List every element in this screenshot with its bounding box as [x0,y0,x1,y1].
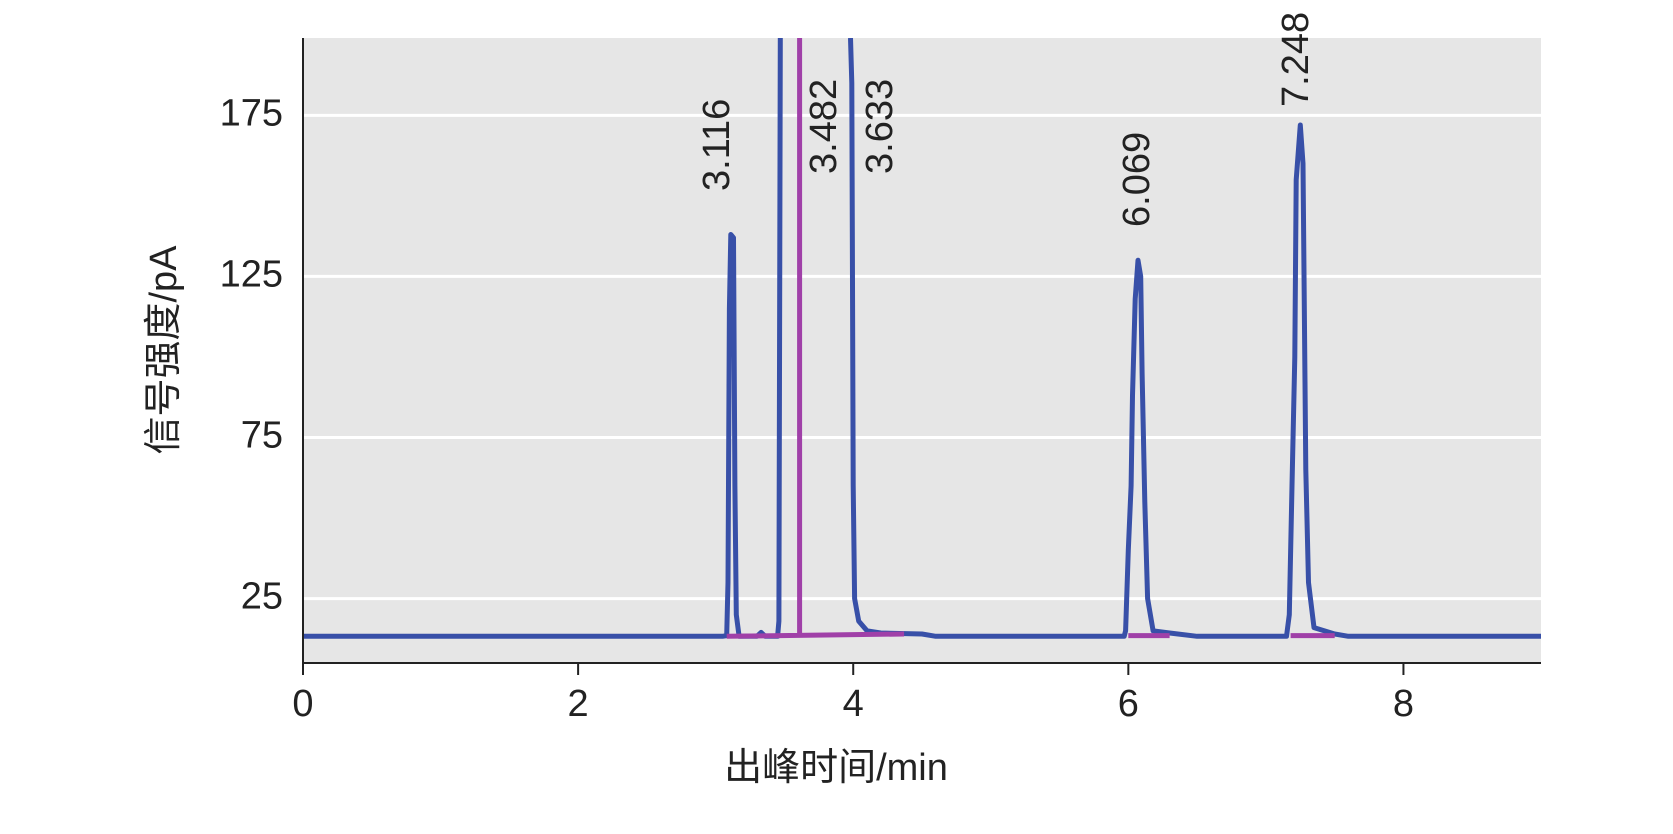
y-tick-label: 25 [241,576,283,618]
x-tick-label: 0 [292,683,313,725]
y-tick-label: 175 [220,92,283,134]
x-tick-label: 8 [1393,683,1414,725]
peak-label: 6.069 [1116,132,1158,227]
plot [303,38,1541,639]
y-tick-label: 125 [220,253,283,295]
series-line [726,38,1335,639]
x-axis-title: 出峰时间/min [724,747,948,789]
peak-label: 3.633 [859,79,901,174]
x-tick-label: 6 [1118,683,1139,725]
y-tick-label: 75 [241,415,283,457]
peak-label: 3.482 [803,79,845,174]
peak-label: 7.248 [1275,12,1317,107]
plot-area [303,38,1541,663]
x-tick-label: 4 [843,683,864,725]
x-tick-label: 2 [568,683,589,725]
peak-label: 3.116 [696,99,738,191]
y-axis-title: 信号强度/pA [143,245,185,455]
